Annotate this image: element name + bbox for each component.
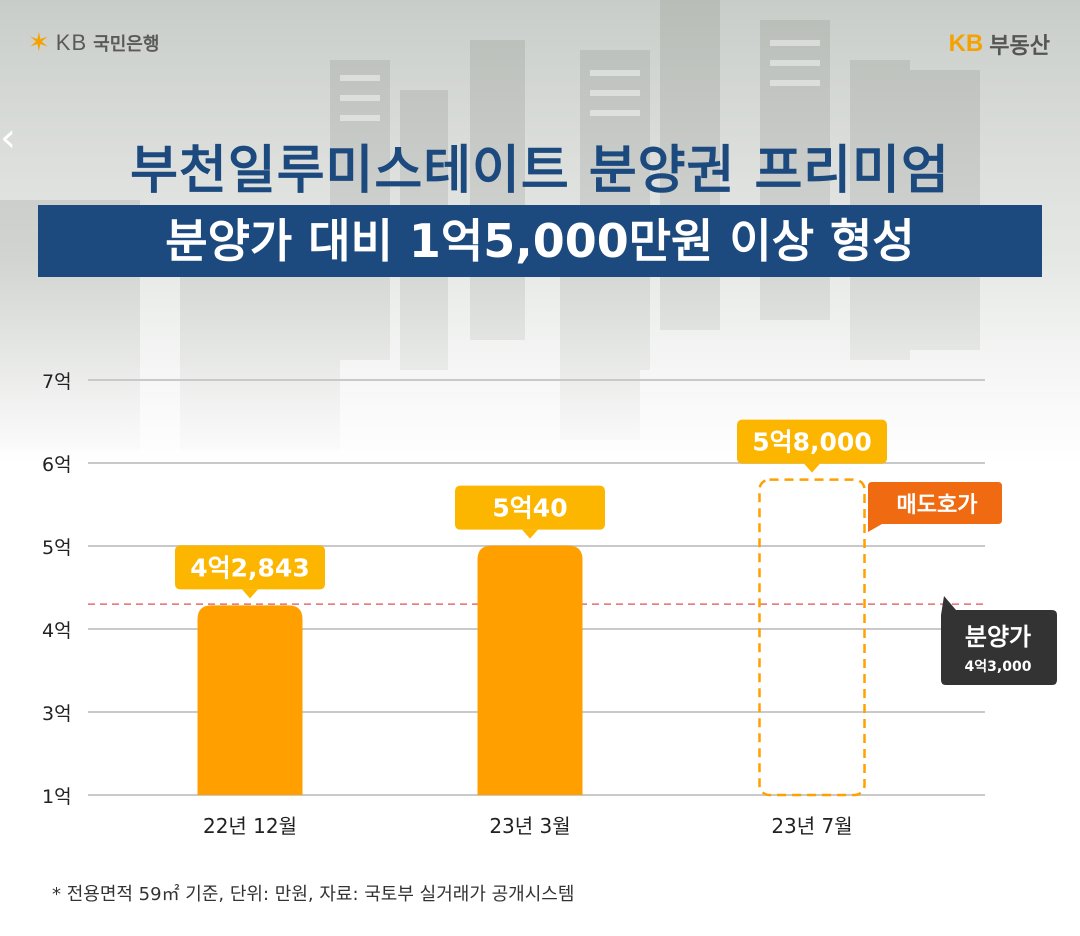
asking-price-badge [868,482,1002,532]
x-tick-label: 23년 3월 [489,814,570,838]
subtitle-banner [38,205,1042,277]
presale-badge [941,596,1057,685]
bar [197,605,303,795]
y-tick-label: 3억 [42,703,72,725]
kb-bank-logo-kb: KB [55,30,88,55]
y-tick-label: 1억 [42,786,72,808]
x-tick-label: 23년 7월 [771,814,852,838]
chevron-left-icon[interactable]: ‹ [0,115,16,161]
footnote: * 전용면적 59㎡ 기준, 단위: 만원, 자료: 국토부 실거래가 공개시스… [52,884,575,905]
kb-realestate-logo-kb: KB [948,30,984,57]
kb-realestate-logo-name: 부동산 [989,34,1050,59]
value-label: 5억8,000 [752,428,871,457]
presale-value-label: 4억3,000 [965,659,1032,675]
page-title: 부천일루미스테이트 분양권 프리미엄 [130,141,950,201]
y-tick-label: 5억 [42,537,72,559]
bar-asking-price [758,478,866,797]
page-subtitle: 분양가 대비 1억5,000만원 이상 형성 [165,214,915,268]
value-label-pointer [804,463,820,473]
value-label: 4억2,843 [190,553,309,582]
kb-bank-logo: ✶ KB 국민은행 [28,30,159,56]
presale-label: 분양가 [965,623,1031,651]
x-tick-label: 22년 12월 [203,814,297,838]
value-label-box [737,419,887,464]
bar [477,545,583,795]
value-label: 5억40 [492,494,567,523]
kb-realestate-logo: KB 부동산 [949,28,1050,60]
value-label-pointer [242,589,258,599]
y-tick-label: 4억 [42,620,72,642]
kb-star-icon: ✶ [28,28,50,58]
value-label-pointer [522,529,538,539]
value-label-box [175,545,325,590]
asking-price-label: 매도호가 [897,493,978,518]
y-tick-label: 7억 [42,371,72,393]
value-label-box [455,485,605,530]
y-tick-label: 6억 [42,454,72,476]
kb-bank-logo-name: 국민은행 [93,34,160,55]
